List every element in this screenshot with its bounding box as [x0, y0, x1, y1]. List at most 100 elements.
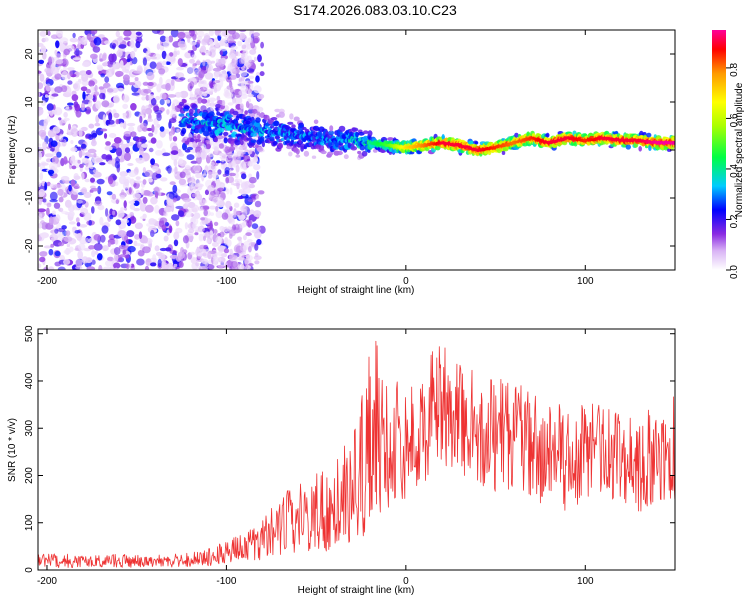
spectrogram-cell — [58, 196, 64, 203]
snr-x-axis-label: Height of straight line (km) — [298, 585, 415, 596]
spectrogram-cell — [132, 80, 142, 88]
spectrogram-cell — [40, 45, 47, 54]
spectrogram-cell — [56, 151, 62, 158]
spectrogram-heatmap — [38, 30, 675, 270]
spectrogram-cell — [196, 155, 202, 165]
spectrogram-cell — [229, 187, 233, 195]
spectrogram-cell — [125, 263, 130, 270]
spectrogram-cell — [232, 97, 237, 104]
spectrogram-cell — [176, 66, 184, 71]
spectrogram-cell — [159, 177, 168, 182]
spectrogram-cell — [202, 59, 206, 67]
spectrogram-cell — [142, 246, 151, 254]
spectrogram-cell — [81, 80, 89, 86]
spectrogram-cell — [88, 80, 95, 87]
spectrogram-cell — [237, 40, 243, 47]
spectrogram-cell — [218, 32, 224, 37]
spectrogram-cell — [86, 33, 92, 41]
spectrogram-cell — [54, 261, 61, 267]
spectrogram-cell — [182, 235, 189, 244]
spectrogram-cell — [206, 238, 211, 244]
spectrogram-cell — [254, 243, 259, 251]
spectrogram-cell — [124, 69, 130, 74]
spectrogram-cell — [222, 173, 227, 177]
spectrogram-cell — [224, 166, 231, 175]
spectrogram-cell — [155, 251, 163, 257]
spectrogram-cell — [237, 236, 242, 241]
spectrogram-cell — [133, 200, 140, 207]
spectrogram-cell — [43, 37, 49, 42]
x-tick-label: -100 — [216, 576, 236, 587]
spectrogram-cell — [145, 94, 150, 101]
spectrogram-cell — [39, 172, 44, 181]
spectrogram-cell — [259, 71, 265, 77]
spectrogram-cell — [204, 231, 211, 238]
spectrogram-cell — [78, 149, 83, 158]
spectrogram-cell — [227, 63, 233, 70]
y-tick-label: 500 — [24, 325, 35, 342]
spectrogram-cell — [134, 180, 143, 184]
spectrogram-cell — [170, 108, 177, 118]
spectrogram-cell — [179, 171, 186, 179]
spectrogram-cell — [387, 137, 394, 141]
spectrogram-cell — [260, 136, 265, 142]
spectrogram-cell — [44, 153, 54, 158]
spectrogram-cell — [194, 138, 201, 143]
spectrogram-cell — [88, 245, 96, 250]
spectrogram-cell — [64, 199, 72, 208]
spectrogram-cell — [104, 145, 113, 151]
spectrogram-cell — [468, 140, 475, 145]
spectrogram-cell — [501, 150, 506, 155]
spectrogram-cell — [129, 40, 135, 48]
spectrogram-cell — [134, 234, 141, 240]
spectrogram-cell — [213, 229, 218, 234]
spectrogram-cell — [273, 120, 280, 127]
spectrogram-cell — [217, 236, 223, 244]
spectrogram-cell — [85, 237, 90, 244]
spectrogram-cell — [256, 106, 264, 113]
spectrogram-cell — [93, 91, 100, 96]
spectrogram-cell — [197, 30, 205, 38]
spectrogram-cell — [182, 197, 192, 203]
spectrogram-cell — [233, 152, 238, 157]
spectrogram-cell — [39, 251, 48, 257]
spectrogram-cell — [89, 166, 94, 170]
spectrogram-cell — [150, 196, 158, 205]
spectrogram-cell — [257, 190, 265, 195]
spectrogram-cell — [205, 154, 211, 164]
spectrogram-cell — [247, 239, 253, 243]
spectrogram-cell — [91, 139, 97, 147]
spectrogram-cell — [178, 178, 187, 186]
spectrogram-cell — [38, 59, 45, 64]
spectrogram-cell — [77, 36, 83, 46]
spectrogram-cell — [143, 88, 152, 94]
x-tick-label: 100 — [577, 276, 594, 287]
spectrogram-cell — [115, 118, 120, 125]
spectrogram-cell — [178, 153, 185, 157]
spectrogram-cell — [92, 46, 101, 53]
spectrogram-cell — [213, 83, 218, 88]
spectrogram-cell — [133, 207, 141, 212]
spectrogram-cell — [150, 97, 157, 106]
spectrogram-cell — [245, 255, 253, 261]
spectrogram-cell — [545, 132, 550, 138]
spectrogram-cell — [101, 153, 108, 160]
spectrogram-cell — [246, 137, 253, 141]
spectrogram-cell — [44, 266, 49, 270]
spectrogram-cell — [71, 94, 79, 102]
spectrogram-cell — [199, 47, 205, 53]
spectrogram-cell — [48, 216, 54, 226]
spectrogram-cell — [278, 142, 284, 149]
spectrogram-cell — [139, 147, 144, 156]
spectrogram-cell — [72, 57, 82, 61]
spectrogram-cell — [194, 232, 199, 236]
spectrogram-cell — [209, 205, 217, 210]
spectrogram-cell — [216, 64, 224, 71]
spectrogram-cell — [208, 254, 212, 260]
spectrogram-cell — [113, 247, 121, 255]
spectrogram-cell — [211, 242, 219, 247]
spectrogram-cell — [75, 258, 83, 268]
spectrogram-cell — [122, 112, 127, 117]
spectrogram-cell — [118, 175, 127, 185]
